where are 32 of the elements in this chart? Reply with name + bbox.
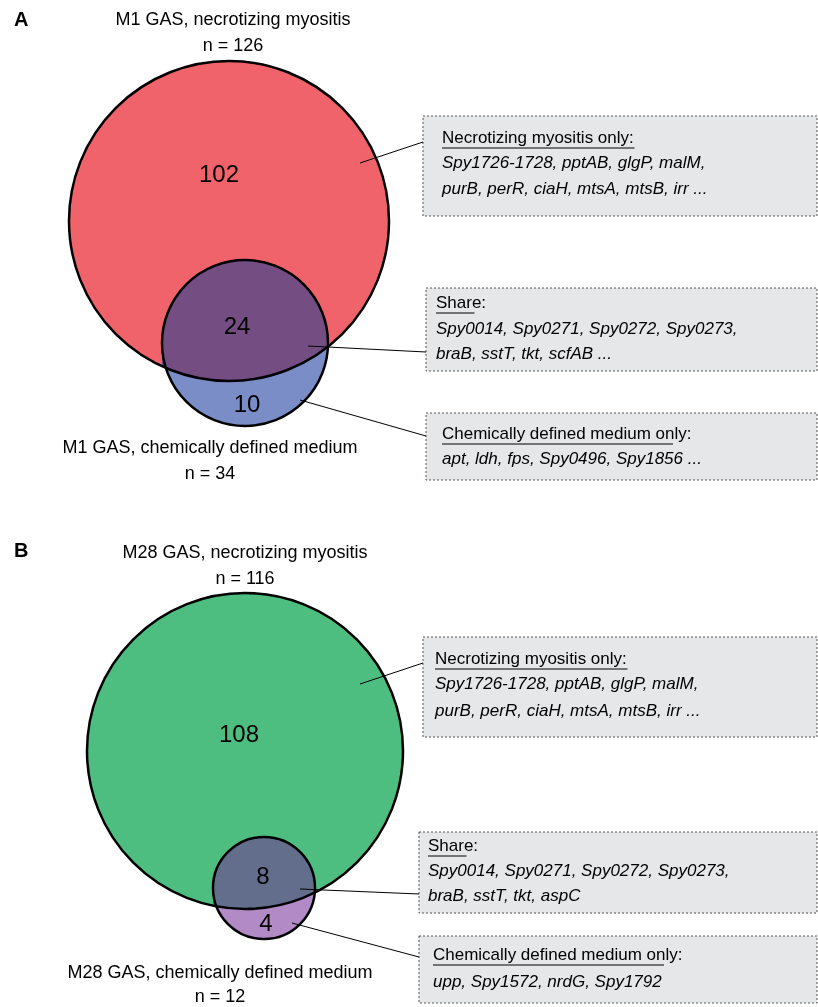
text: Share: [428,836,479,855]
text: n = 34 [184,463,236,483]
data-label: 10 [233,390,261,417]
text: A [14,8,29,30]
text: n = 12 [194,986,246,1006]
data-label: 108 [218,720,260,747]
data-label: 4 [259,909,273,936]
text: Spy0014, Spy0271, Spy0272, Spy0273, [428,861,730,880]
text: upp, Spy1572, nrdG, Spy1792 [433,972,663,991]
text: M1 GAS, necrotizing myositis [115,9,351,29]
text: purB, perR, ciaH, mtsA, mtsB, irr ... [434,701,701,720]
text: Necrotizing myositis only: [435,649,627,668]
text: braB, sstT, tkt, scfAB ... [436,344,613,363]
text: Spy1726-1728, pptAB, glgP, malM, [435,674,699,693]
text: Spy1726-1728, pptAB, glgP, malM, [442,153,706,172]
text: Chemically defined medium only: [442,424,692,443]
text: Necrotizing myositis only: [442,128,634,147]
text: Spy0014, Spy0271, Spy0272, Spy0273, [436,319,738,338]
data-label: 102 [198,160,240,187]
text: braB, sstT, tkt, aspC [428,886,582,905]
text: Share: [436,293,487,312]
text: M28 GAS, necrotizing myositis [122,542,368,562]
text: Chemically defined medium only: [433,945,683,964]
data-label: 24 [223,312,251,339]
text: B [14,539,29,561]
text: apt, ldh, fps, Spy0496, Spy1856 ... [442,449,702,468]
text: n = 116 [215,568,275,588]
text: n = 126 [202,35,264,55]
text: M28 GAS, chemically defined medium [67,962,373,982]
data-label: 8 [256,862,270,889]
text: M1 GAS, chemically defined medium [62,437,358,457]
text: purB, perR, ciaH, mtsA, mtsB, irr ... [441,179,708,198]
